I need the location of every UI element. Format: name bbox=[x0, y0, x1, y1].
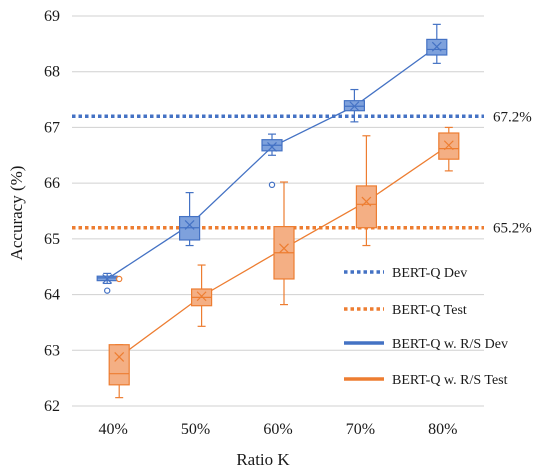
y-tick-label: 68 bbox=[44, 64, 60, 81]
mean-marker bbox=[267, 142, 277, 152]
x-tick-label: 70% bbox=[346, 421, 375, 438]
x-tick-label: 80% bbox=[428, 421, 457, 438]
mean-marker bbox=[196, 291, 207, 302]
reference-label: 65.2% bbox=[493, 221, 532, 237]
legend-item: BERT-Q w. R/S Dev bbox=[344, 337, 508, 352]
x-tick-label: 40% bbox=[99, 421, 128, 438]
x-axis-title: Ratio K bbox=[236, 450, 290, 469]
y-tick-label: 69 bbox=[44, 8, 60, 25]
y-tick-label: 65 bbox=[44, 231, 60, 248]
outlier-point bbox=[103, 287, 111, 294]
box-plot bbox=[273, 181, 295, 306]
x-tick-labels: 40% 50% 60% 70% 80% bbox=[99, 421, 458, 438]
mean-marker bbox=[361, 196, 372, 207]
reference-label: 67.2% bbox=[493, 109, 532, 125]
legend-label: BERT-Q w. R/S Dev bbox=[392, 337, 508, 352]
mean-marker bbox=[431, 41, 442, 52]
y-tick-label: 67 bbox=[44, 119, 60, 136]
box-plot bbox=[96, 272, 118, 294]
mean-marker bbox=[349, 101, 360, 112]
y-axis-title: Accuracy (%) bbox=[7, 166, 26, 261]
box-plot bbox=[179, 192, 201, 247]
legend-label: BERT-Q Test bbox=[392, 303, 467, 318]
mean-marker bbox=[114, 352, 125, 362]
y-tick-labels: 62 63 64 65 66 67 68 69 bbox=[44, 8, 60, 415]
x-tick-label: 50% bbox=[181, 421, 210, 438]
legend-item: BERT-Q Test bbox=[344, 303, 467, 318]
box-plot bbox=[355, 135, 377, 247]
outlier-point bbox=[115, 275, 123, 283]
gridlines bbox=[72, 15, 484, 407]
legend-label: BERT-Q w. R/S Test bbox=[392, 373, 508, 388]
mean-marker bbox=[443, 140, 454, 151]
y-tick-label: 64 bbox=[44, 287, 60, 304]
x-tick-label: 60% bbox=[263, 421, 292, 438]
box-plot bbox=[343, 88, 365, 123]
box-plot bbox=[191, 264, 213, 327]
mean-marker bbox=[102, 274, 113, 284]
y-tick-label: 63 bbox=[44, 342, 60, 359]
mean-marker bbox=[279, 243, 289, 254]
outlier-point bbox=[268, 181, 276, 189]
box-plot bbox=[426, 23, 448, 64]
y-tick-label: 66 bbox=[44, 175, 60, 192]
box bbox=[108, 344, 130, 386]
legend-item: BERT-Q Dev bbox=[344, 266, 467, 281]
y-tick-label: 62 bbox=[44, 398, 60, 415]
box-plot bbox=[438, 126, 460, 172]
box-plot bbox=[261, 133, 283, 189]
legend: BERT-Q Dev BERT-Q Test BERT-Q w. R/S Dev BE… bbox=[344, 266, 508, 388]
reference-labels: 67.2% 65.2% bbox=[493, 109, 532, 236]
reference-lines bbox=[72, 114, 484, 230]
box-plots bbox=[96, 23, 460, 399]
mean-marker bbox=[184, 220, 195, 230]
box-plot bbox=[108, 275, 130, 399]
series-trend-line bbox=[106, 46, 438, 280]
box bbox=[355, 185, 377, 229]
legend-label: BERT-Q Dev bbox=[392, 266, 467, 281]
legend-item: BERT-Q w. R/S Test bbox=[344, 373, 508, 388]
